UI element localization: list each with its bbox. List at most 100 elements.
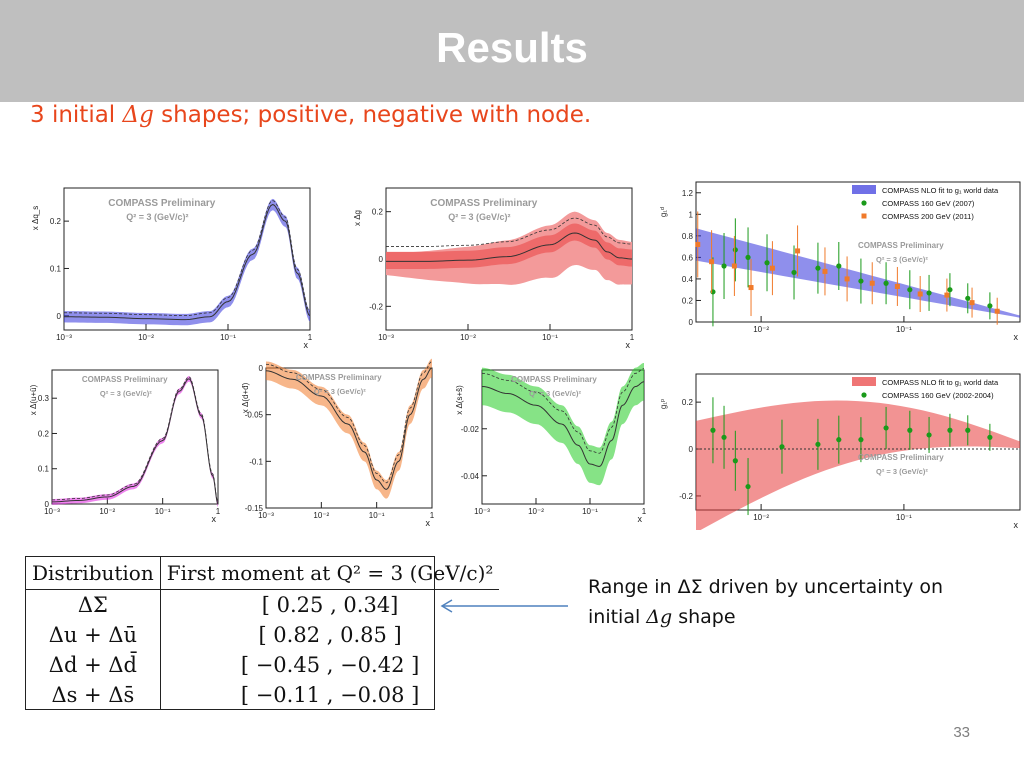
annotation-preliminary: COMPASS Preliminary [430,198,538,209]
data-point [709,259,715,265]
data-point [907,427,913,433]
x-tick-label: 1 [630,333,635,342]
y-tick-label: 0.1 [38,465,50,474]
x-tick-label: 10⁻² [528,507,544,516]
chart-delta-s: -0.02 -0.04 10⁻³ 10⁻² 10⁻¹ 1 x x Δ(s+ŝ) COMPASS … [452,358,652,528]
series-curve-dashed [265,361,433,484]
slide-title: Results [436,24,588,71]
note-prefix: Range in ΔΣ driven by uncertainty on ini… [588,576,944,628]
y-tick-label: 0 [57,312,62,321]
data-point [836,263,842,269]
chart-delta-g: -0.2 0 0.2 10⁻³ 10⁻² 10⁻¹ 1 x x Δg COMPASS Prelim… [350,174,640,354]
row-distribution: ΔΣ [26,589,161,620]
fit-band [696,400,1020,530]
row-distribution: Δd + Δd̄ [26,650,161,680]
row-moment: [ 0.25 , 0.34] [261,593,399,617]
data-point [815,441,821,447]
y-tick-label: -0.1 [249,457,263,466]
data-point [836,437,842,443]
chart-g1-deuteron: 0 0.2 0.4 0.6 0.8 1 1.2 10⁻² 10⁻¹ x g₁ᵈ COMPASS NLO… [656,168,1024,350]
y-axis-label: x Δ(d+đ) [241,382,250,413]
data-point [947,287,953,293]
y-axis-label: x Δg [353,210,362,226]
data-point [894,283,900,289]
x-tick-label: 10⁻¹ [220,333,236,342]
data-point [969,300,975,306]
first-moment-table: Distribution First moment at Q² = 3 (GeV… [25,556,500,710]
legend-label: COMPASS 160 GeV (2007) [882,199,975,208]
x-tick-label: 10⁻³ [258,511,274,520]
annotation-preliminary: COMPASS Preliminary [108,198,216,209]
legend-swatch [852,185,876,194]
chart-delta-d: 0 -0.05 -0.1 -0.15 10⁻³ 10⁻² 10⁻¹ 1 x x Δ(d+đ) COM… [238,358,438,528]
y-tick-label: -0.02 [461,425,480,434]
annotation-preliminary: COMPASS Preliminary [296,373,382,382]
x-tick-label: 10⁻¹ [896,325,912,334]
data-point [822,268,828,274]
table-row: Δd + Δd̄ [ −0.45 , −0.42 ] [26,650,499,680]
data-point [764,260,770,266]
series-curve-dashed [63,200,311,317]
legend-label: COMPASS 200 GeV (2011) [882,212,974,221]
annotation-q2: Q² = 3 (GeV/c)² [126,212,188,222]
header-first-moment: First moment at Q² = 3 (GeV/c)² [160,557,500,590]
data-point [748,285,754,291]
x-axis-label: x [1014,520,1019,530]
x-tick-label: 10⁻¹ [896,513,912,522]
x-axis-label: x [426,518,431,528]
data-point [732,458,738,464]
annotation-q2: Q² = 3 (GeV/c)² [448,212,510,222]
legend-label: COMPASS NLO fit to g₁ world data [882,378,999,387]
series-curve-dashed [386,217,633,247]
range-note: Range in ΔΣ driven by uncertainty on ini… [588,572,998,632]
row-moment: [ 0.82 , 0.85 ] [258,623,402,647]
x-tick-label: 10⁻² [753,513,769,522]
data-point [795,248,801,254]
table-row: Δs + Δs̄ [ −0.11 , −0.08 ] [26,680,499,710]
title-bar: Results [0,0,1024,102]
x-axis-label: x [638,514,643,524]
legend-swatch [861,392,867,398]
y-tick-label: 0 [45,500,50,509]
data-point [947,427,953,433]
data-point [745,483,751,490]
x-tick-label: 10⁻¹ [369,511,385,520]
data-point [926,290,932,296]
y-tick-label: 0.6 [682,253,694,262]
x-axis-label: x [304,340,309,350]
x-tick-label: 10⁻¹ [155,507,171,516]
annotation-preliminary: COMPASS Preliminary [511,375,597,384]
x-axis-label: x [212,514,217,524]
y-axis-label: x Δ(s+ŝ) [455,385,464,415]
table-row: ΔΣ [ 0.25 , 0.34] [26,589,499,620]
row-moment: [ −0.45 , −0.42 ] [240,653,420,677]
y-tick-label: 0.2 [682,398,694,407]
legend-label: COMPASS 160 GeV (2002-2004) [882,391,994,400]
x-tick-label: 10⁻¹ [582,507,598,516]
data-point [917,291,923,297]
y-tick-label: -0.15 [245,504,264,513]
series-curve-dashed [481,368,645,454]
y-tick-label: 0.2 [682,296,694,305]
x-tick-label: 10⁻³ [56,333,72,342]
annotation-q2: Q² = 3 (GeV/c)² [529,389,581,398]
chart-delta-u: 0 0.1 0.2 0.3 10⁻³ 10⁻² 10⁻¹ 1 x x Δ(u+ū) COMPASS … [26,358,226,528]
y-tick-label: 0 [259,364,264,373]
data-point [869,280,875,286]
row-distribution: Δu + Δū [26,620,161,650]
y-tick-label: 1 [689,210,694,219]
data-point [721,263,727,269]
series-curve [386,232,633,262]
data-point [721,434,727,440]
legend-swatch [861,213,867,219]
y-axis-label: x Δq_s [31,206,40,230]
y-tick-label: -0.04 [461,472,480,481]
legend-swatch [861,200,867,206]
y-tick-label: 0.2 [38,429,50,438]
note-suffix: shape [672,606,736,628]
series-curve-dashed [51,376,219,503]
x-tick-label: 10⁻² [753,325,769,334]
x-tick-label: 10⁻³ [44,507,60,516]
y-tick-label: 0.2 [50,217,62,226]
x-tick-label: 10⁻² [99,507,115,516]
